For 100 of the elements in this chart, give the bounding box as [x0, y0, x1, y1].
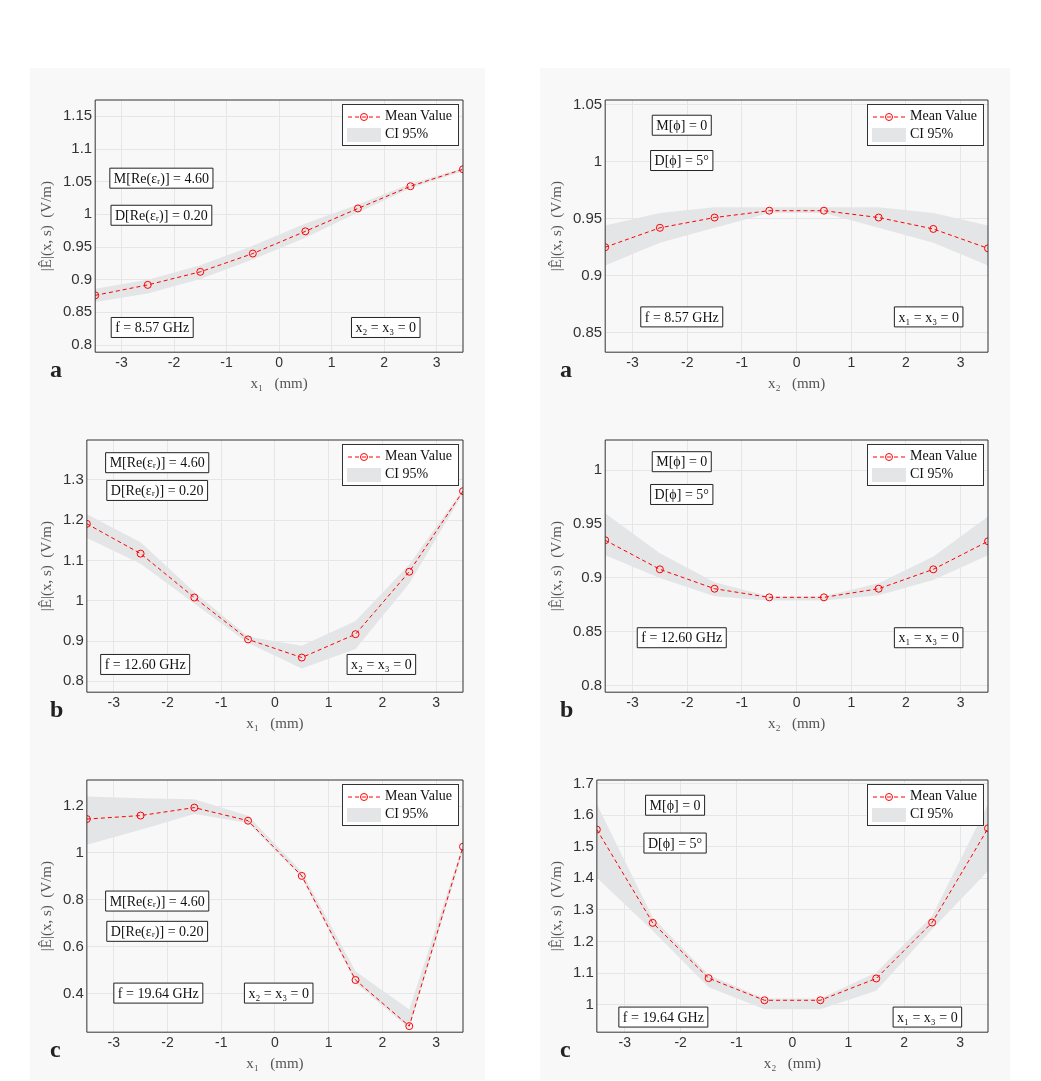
annotation: x₂ = x₃ = 0 — [355, 320, 417, 336]
point — [297, 871, 306, 880]
x-tick-label: -3 — [107, 694, 121, 711]
x-tick-label: -1 — [735, 694, 749, 711]
text: b — [560, 696, 574, 722]
annotation: CI 95% — [909, 805, 955, 823]
y-axis-title: |Ê|(x, s) (V/m) — [37, 521, 55, 612]
point — [655, 565, 664, 574]
y-tick-label: 1.3 — [62, 470, 84, 488]
x-tick-label: -3 — [626, 354, 639, 371]
y-axis-title: |Ê|(x, s) (V/m) — [37, 861, 55, 952]
point — [816, 996, 825, 1005]
y-axis-title: |Ê|(x, s) (V/m) — [547, 861, 565, 952]
annotation: CI 95% — [384, 805, 430, 823]
annotation: x₂ = x₃ = 0 — [351, 657, 412, 673]
x-tick-label: 2 — [378, 1034, 387, 1051]
text: b — [50, 696, 64, 722]
point — [765, 206, 774, 215]
annotation: x₁ = x₃ = 0 — [898, 630, 959, 646]
x-tick-label: -2 — [681, 694, 694, 711]
y-axis-title: |Ê|(x, s) (V/m) — [37, 181, 55, 272]
annotation: M[Re(εᵣ)] = 4.60 — [109, 455, 205, 472]
y-tick-label: 1.1 — [62, 550, 84, 568]
annotation: f = 8.57 GHz — [115, 320, 190, 336]
annotation: CI 95% — [909, 125, 955, 143]
y-tick-label: 0.85 — [62, 302, 93, 320]
point — [765, 593, 774, 602]
x-tick-label: 0 — [788, 1034, 797, 1051]
x-tick-label: -3 — [626, 694, 639, 711]
point — [190, 803, 199, 812]
x-tick-label: 2 — [902, 694, 911, 711]
y-tick-label: 1.3 — [572, 900, 594, 918]
x-tick-label: -2 — [167, 354, 181, 371]
x-tick-label: -1 — [220, 354, 233, 371]
y-tick-label: 1.7 — [572, 773, 594, 791]
x-tick-label: 2 — [380, 354, 389, 371]
y-tick-label: 1.4 — [572, 868, 594, 886]
x-axis-title: x₁ (mm) — [250, 374, 308, 392]
x-tick-label: -1 — [214, 1034, 228, 1051]
x-tick-label: -2 — [161, 694, 174, 711]
y-tick-label: 1 — [585, 994, 594, 1012]
y-tick-label: 0.95 — [572, 514, 603, 532]
point — [760, 996, 769, 1005]
x-tick-label: -1 — [214, 694, 228, 711]
annotation: D[Re(εᵣ)] = 0.20 — [110, 923, 204, 940]
text: a — [50, 356, 62, 382]
annotation: x₁ = x₃ = 0 — [898, 309, 959, 325]
point — [648, 918, 657, 927]
y-tick-label: 0.9 — [71, 269, 93, 287]
x-tick-label: -3 — [115, 354, 128, 371]
point — [710, 584, 719, 593]
x-tick-label: 0 — [271, 1034, 280, 1051]
x-tick-label: 0 — [792, 354, 801, 371]
x-tick-label: -2 — [674, 1034, 688, 1051]
annotation: M[Re(εᵣ)] = 4.60 — [113, 170, 209, 187]
text: c — [50, 1036, 61, 1062]
point — [929, 224, 938, 233]
annotation: f = 19.64 GHz — [117, 985, 199, 1001]
point — [874, 584, 883, 593]
x-axis-title: x₁ (mm) — [246, 714, 304, 732]
annotation: M[ϕ] = 0 — [656, 117, 708, 133]
y-tick-label: 1.6 — [572, 805, 594, 823]
legend-label: Mean Value — [909, 447, 977, 465]
annotation: M[ϕ] = 0 — [649, 797, 701, 813]
x-tick-label: 0 — [275, 354, 284, 371]
x-tick-label: 3 — [956, 694, 965, 711]
y-tick-label: 0.6 — [62, 936, 84, 954]
point — [710, 213, 719, 222]
y-tick-label: 0.4 — [62, 983, 84, 1001]
legend-label: Mean Value — [384, 107, 452, 125]
point — [405, 1022, 414, 1031]
annotation: D[Re(εᵣ)] = 0.20 — [110, 483, 204, 500]
point — [297, 653, 306, 662]
annotation: x₂ = x₃ = 0 — [248, 985, 309, 1001]
x-tick-label: -1 — [730, 1034, 743, 1051]
annotation: D[Re(εᵣ)] = 0.20 — [114, 207, 208, 224]
annotation: CI 95% — [384, 125, 430, 143]
point — [704, 974, 713, 983]
point — [244, 816, 253, 825]
x-tick-label: 3 — [432, 354, 441, 371]
x-axis-title: x₂ (mm) — [767, 714, 826, 732]
x-tick-label: 3 — [432, 1034, 441, 1051]
y-tick-label: 1.1 — [572, 963, 594, 981]
y-tick-label: 0.9 — [581, 265, 603, 283]
legend-label: Mean Value — [384, 787, 452, 805]
x-tick-label: 1 — [844, 1034, 853, 1051]
point — [351, 976, 360, 985]
point — [136, 811, 145, 820]
x-tick-label: -3 — [618, 1034, 632, 1051]
x-tick-label: 3 — [956, 354, 965, 371]
annotation: M[ϕ] = 0 — [656, 454, 708, 470]
x-axis-title: x₂ (mm) — [763, 1054, 822, 1072]
point — [819, 206, 828, 215]
x-tick-label: 3 — [956, 1034, 965, 1051]
annotation: f = 8.57 GHz — [644, 309, 719, 325]
annotation: CI 95% — [909, 465, 955, 483]
y-tick-label: 1.05 — [572, 94, 603, 112]
x-tick-label: -2 — [681, 354, 694, 371]
point — [301, 227, 310, 236]
y-axis-title: |Ê|(x, s) (V/m) — [547, 181, 565, 272]
